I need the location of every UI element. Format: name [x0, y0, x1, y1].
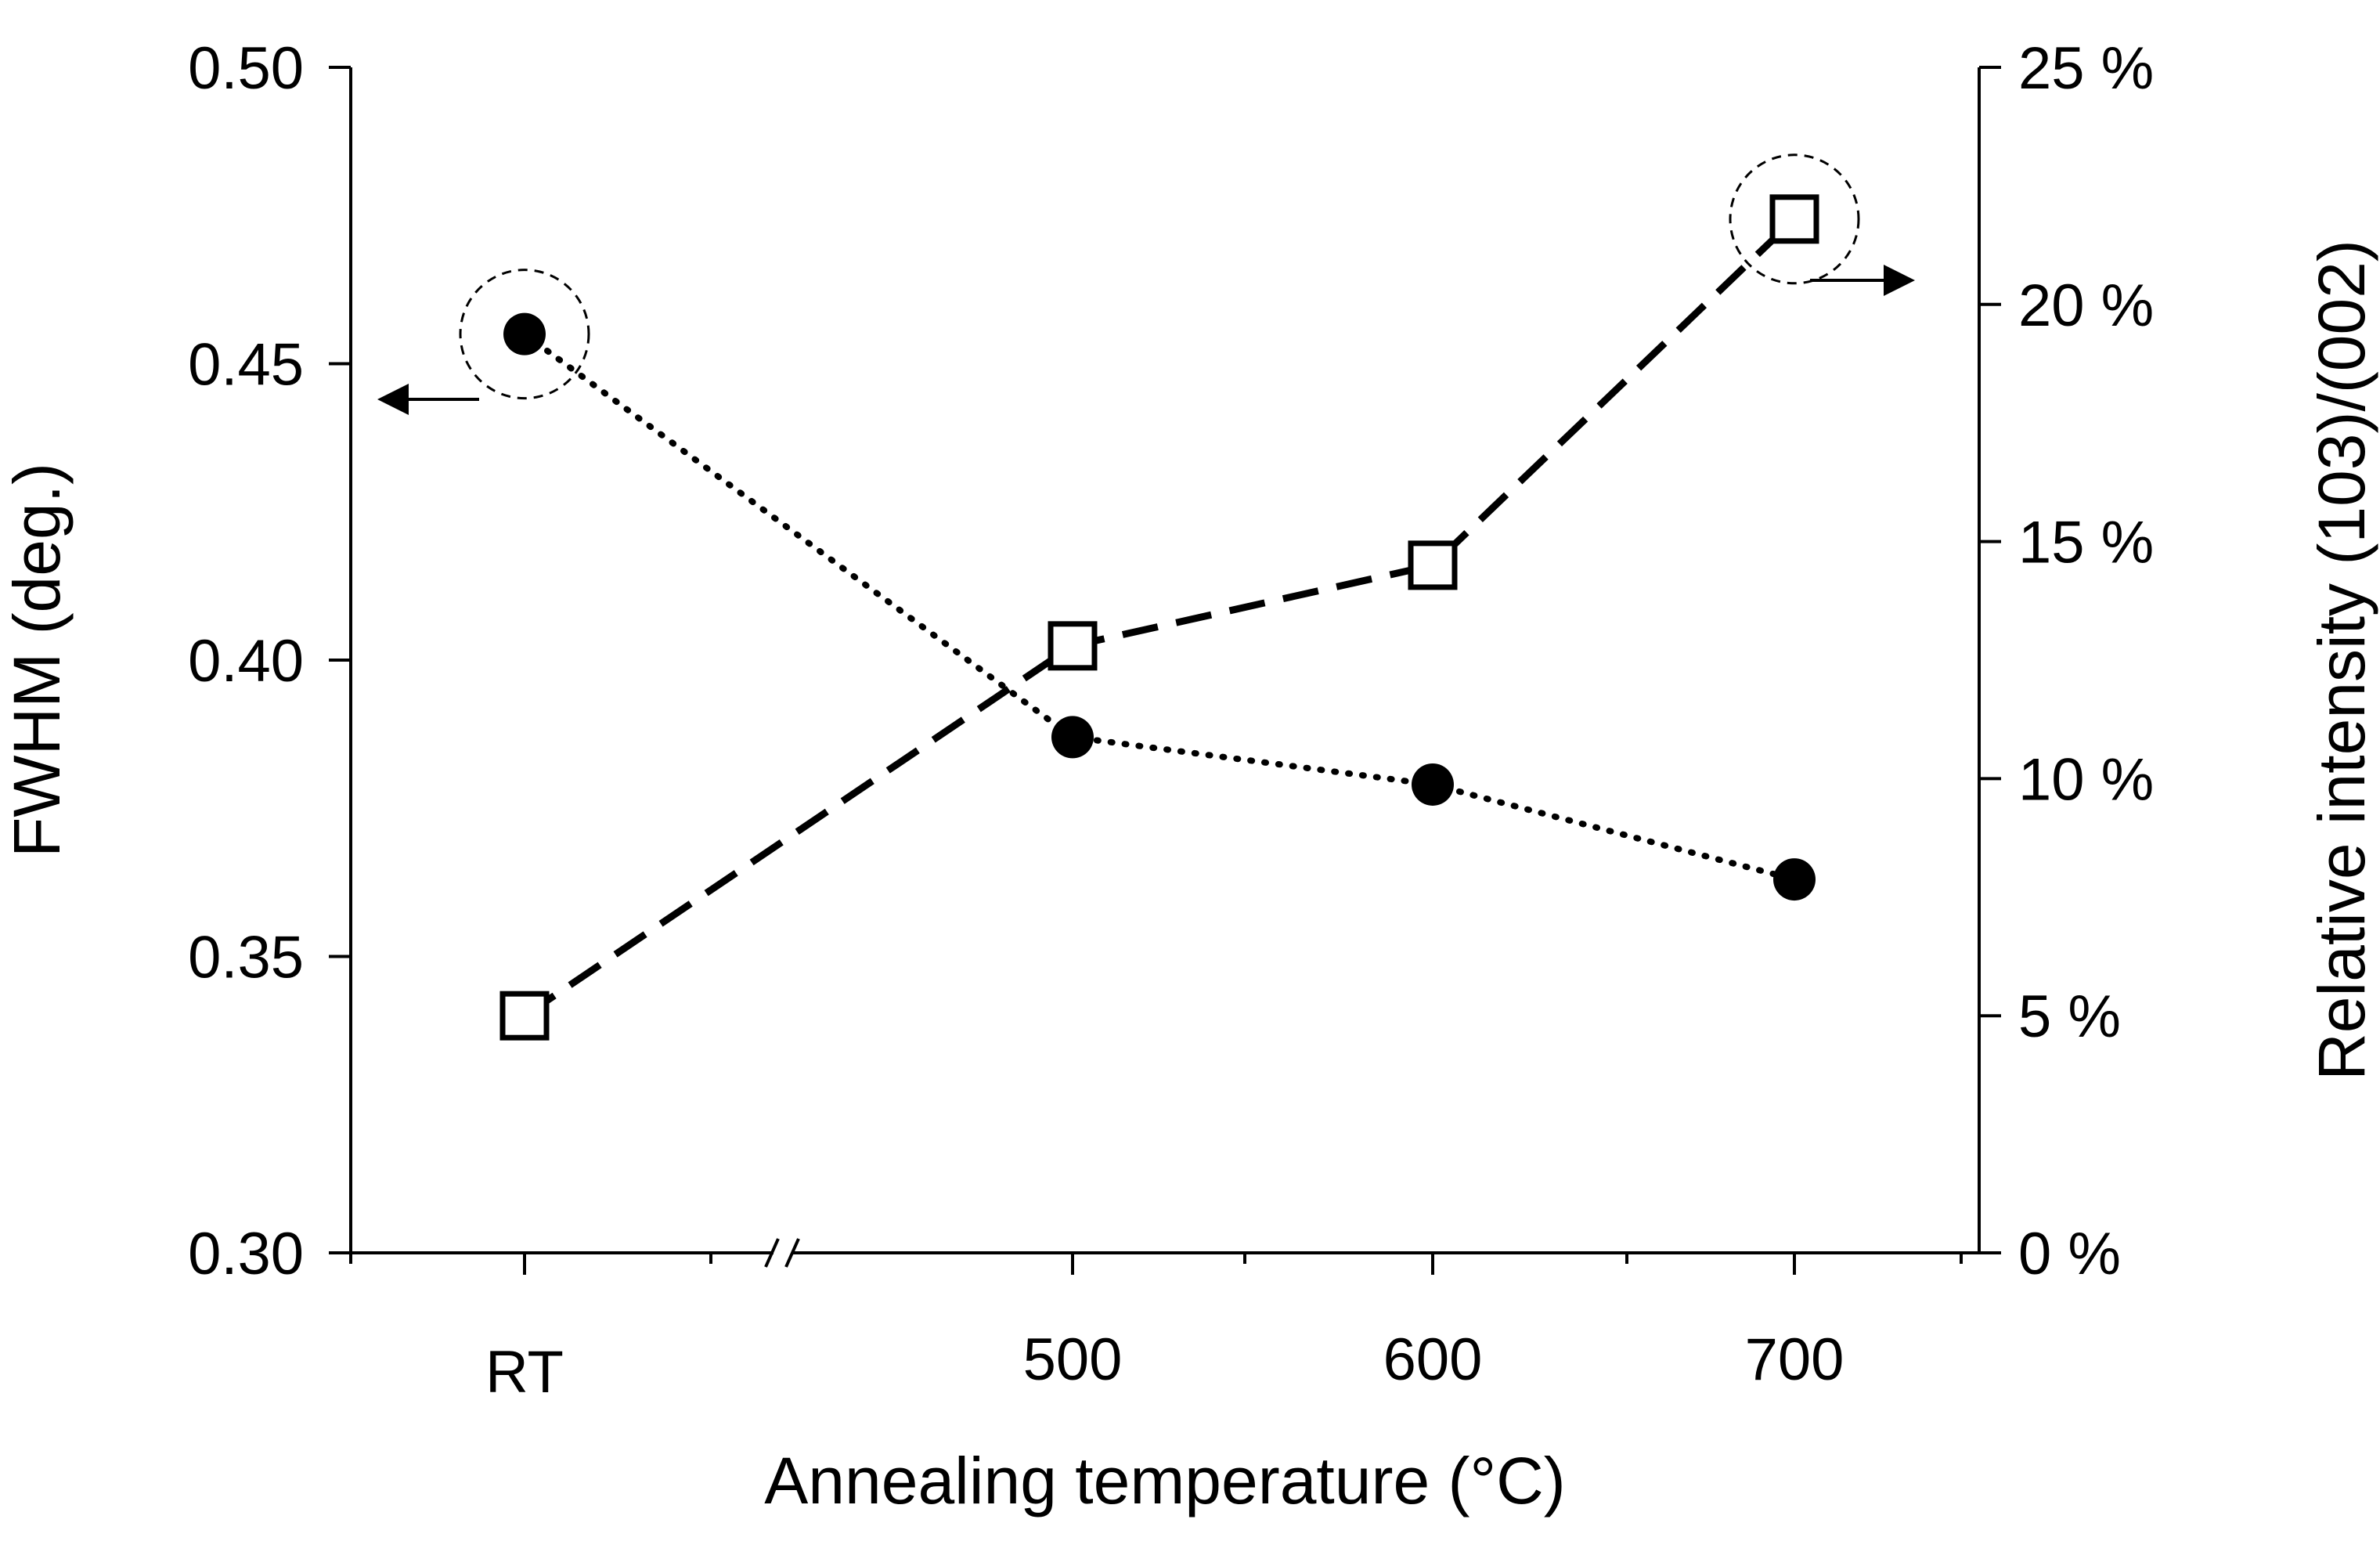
fwhm-point	[503, 312, 546, 355]
left-tick-label: 0.35	[188, 925, 304, 991]
left-tick-label: 0.30	[188, 1221, 304, 1287]
axis-break-mark	[764, 1238, 780, 1268]
left-tick-label: 0.50	[188, 35, 304, 102]
left-axis-title: FWHM (deg.)	[0, 463, 74, 857]
relative-intensity-point	[1048, 621, 1098, 671]
fwhm-highlight-circle	[459, 269, 590, 400]
fwhm-series-line	[521, 330, 1798, 883]
fwhm-point	[1051, 716, 1094, 759]
right-tick-label: 10 %	[2018, 746, 2154, 813]
x-tick-label: 600	[1383, 1326, 1483, 1393]
relative-intensity-point	[1769, 194, 1819, 244]
series-layer	[499, 194, 1819, 1041]
relative-intensity-highlight-circle	[1729, 153, 1860, 285]
right-tick-label: 5 %	[2018, 983, 2121, 1050]
x-tick-label: RT	[485, 1339, 564, 1406]
x-tick-label: 500	[1023, 1326, 1123, 1393]
axes	[329, 66, 2001, 1275]
fwhm-point	[1412, 763, 1454, 806]
relative-intensity-point	[1408, 540, 1458, 590]
right-tick-label: 15 %	[2018, 510, 2154, 576]
x-axis-title: Annealing temperature (°C)	[764, 1444, 1565, 1518]
relative-intensity-series-line	[522, 216, 1798, 1019]
right-tick-label: 25 %	[2018, 35, 2154, 102]
relative-intensity-point	[499, 991, 550, 1041]
label-layer: 0.30 0.35 0.40 0.45 0.50 0 % 5 % 10 % 15 % 20 % 25…	[0, 35, 2378, 1518]
x-tick-label: 700	[1745, 1326, 1844, 1393]
axis-break-mark	[784, 1238, 800, 1268]
left-tick-label: 0.40	[188, 628, 304, 695]
right-tick-label: 20 %	[2018, 272, 2154, 339]
right-axis-title: Relative intensity (103)/(002)	[2305, 240, 2378, 1081]
right-tick-label: 0 %	[2018, 1221, 2121, 1287]
fwhm-point	[1773, 858, 1816, 901]
left-tick-label: 0.45	[188, 332, 304, 399]
annotation-layer	[377, 153, 1915, 415]
